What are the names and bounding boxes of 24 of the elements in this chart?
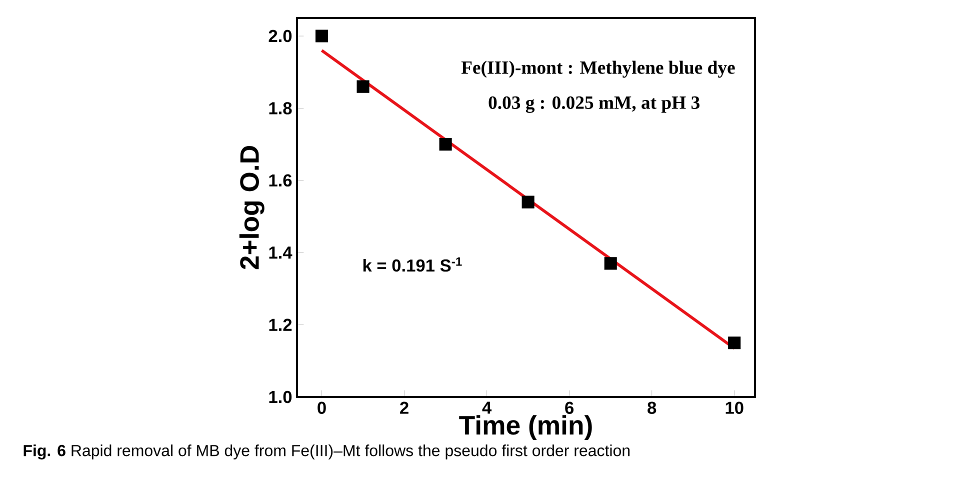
point [439,138,452,151]
annotation: k = 0.191 S$^{-1}$ [363,257,462,272]
x-tick-label: 0 [318,402,326,414]
point [356,80,370,93]
annotation: Fe(III)-mont : Methylene blue dye [461,60,735,78]
x-tick-label: 4 [482,402,492,414]
x-axis-title: Time (min) [459,415,592,440]
point [315,30,328,42]
y-axis-title: 2+log O.D [239,146,264,270]
y-tick-label: 2.0 [268,30,292,42]
y-tick-label: 1.4 [269,246,292,259]
x-tick-label: 10 [726,402,744,414]
y-tick-label: 1.0 [269,390,292,404]
text: Fig. 6 Rapid removal of MB dye from Fe(III)–Mt follows the pseudo first order reaction [24,444,630,460]
y-tick-label: 1.2 [269,318,292,331]
y-tick-label: 1.6 [269,174,292,187]
point [604,257,617,270]
point [522,196,534,208]
point [728,336,741,350]
x-tick-label: 2 [400,402,408,414]
y-tick-label: 1.8 [269,102,292,114]
annotation: 0.03 g : 0.025 mM, at pH 3 [488,96,700,113]
x-tick-label: 8 [648,402,656,414]
x-tick-label: 6 [565,402,574,414]
